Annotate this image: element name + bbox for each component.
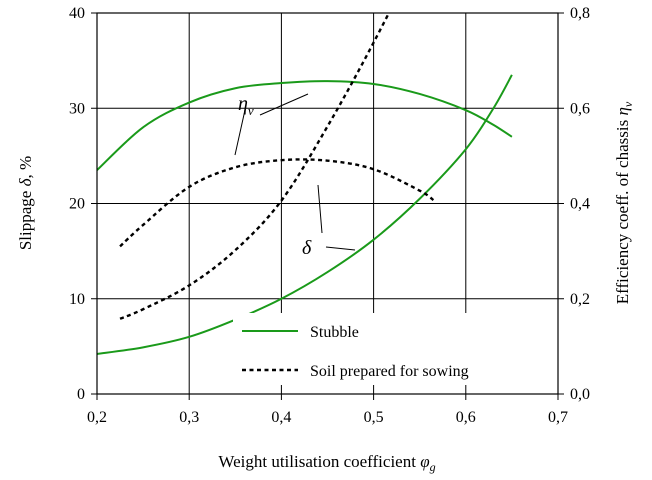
y-axis-title-text: Slippage	[16, 186, 35, 250]
y-tick-label: 0	[77, 386, 85, 403]
y2-axis-title-symbol: η	[613, 107, 632, 115]
legend-label-stubble: Stubble	[310, 324, 359, 341]
legend-background	[233, 313, 531, 385]
tick-labels: 0,2 0,3 0,4 0,5 0,6 0,7 0 0,0 10 0,2 20 0,4 30 0,6 40 0…	[69, 5, 590, 426]
x-tick-label: 0,4	[271, 409, 291, 426]
y-tick-label: 30	[69, 100, 85, 117]
series-line-2-efficiency	[119, 158, 435, 248]
annotation-delta-label: δ	[302, 237, 312, 259]
annotation-eta-symbol: η	[238, 93, 248, 115]
legend-label-soil: Soil prepared for sowing	[310, 363, 469, 380]
y2-tick-label: 0,8	[570, 5, 590, 22]
y-tick-label: 20	[69, 196, 85, 213]
series-line-3-slippage	[119, 13, 391, 320]
x-tick-label: 0,2	[87, 409, 107, 426]
annotation-eta-subscript: v	[248, 103, 254, 118]
annotation-delta-leader-green	[325, 246, 356, 251]
y-tick-label: 40	[69, 5, 85, 22]
y2-axis-title: Efficiency coeff. of chassis ηv	[613, 101, 635, 304]
annotation-eta-leader-green	[259, 93, 309, 116]
y-axis-title-symbol: δ	[16, 177, 35, 186]
y-tick-label: 10	[69, 291, 85, 308]
x-axis-title-symbol: φ	[420, 452, 429, 471]
x-tick-label: 0,7	[548, 409, 568, 426]
annotation-delta-symbol: δ	[302, 237, 312, 259]
x-tick-label: 0,3	[179, 409, 199, 426]
x-axis-title-subscript: g	[430, 460, 436, 474]
series-layer	[97, 13, 513, 355]
y2-axis-title-subscript: v	[621, 101, 635, 107]
legend: Stubble Soil prepared for sowing	[233, 313, 531, 385]
grid-lines	[97, 13, 558, 394]
x-tick-label: 0,6	[456, 409, 476, 426]
y-axis-title-unit: , %	[16, 156, 35, 179]
y2-tick-label: 0,2	[570, 291, 590, 308]
annotation-eta-label: ηv	[238, 93, 254, 118]
series-line-0-efficiency	[97, 80, 513, 171]
y2-tick-label: 0,6	[570, 100, 590, 117]
y-axis-title: Slippage δ, %	[16, 156, 35, 250]
x-tick-label: 0,5	[364, 409, 384, 426]
series-line-1-slippage	[97, 74, 513, 355]
y2-tick-label: 0,0	[570, 386, 590, 403]
annotation-delta: δ	[302, 184, 356, 259]
y2-axis-title-text: Efficiency coeff. of chassis	[613, 116, 632, 305]
x-axis-title: Weight utilisation coefficient φg	[218, 452, 435, 474]
annotation-delta-leader-dotted	[317, 184, 323, 234]
annotation-eta: ηv	[234, 93, 309, 156]
tick-marks	[91, 12, 564, 400]
annotation-eta-leader-dotted	[234, 109, 246, 156]
x-axis-title-text: Weight utilisation coefficient	[218, 452, 420, 471]
y2-tick-label: 0,4	[570, 196, 590, 213]
